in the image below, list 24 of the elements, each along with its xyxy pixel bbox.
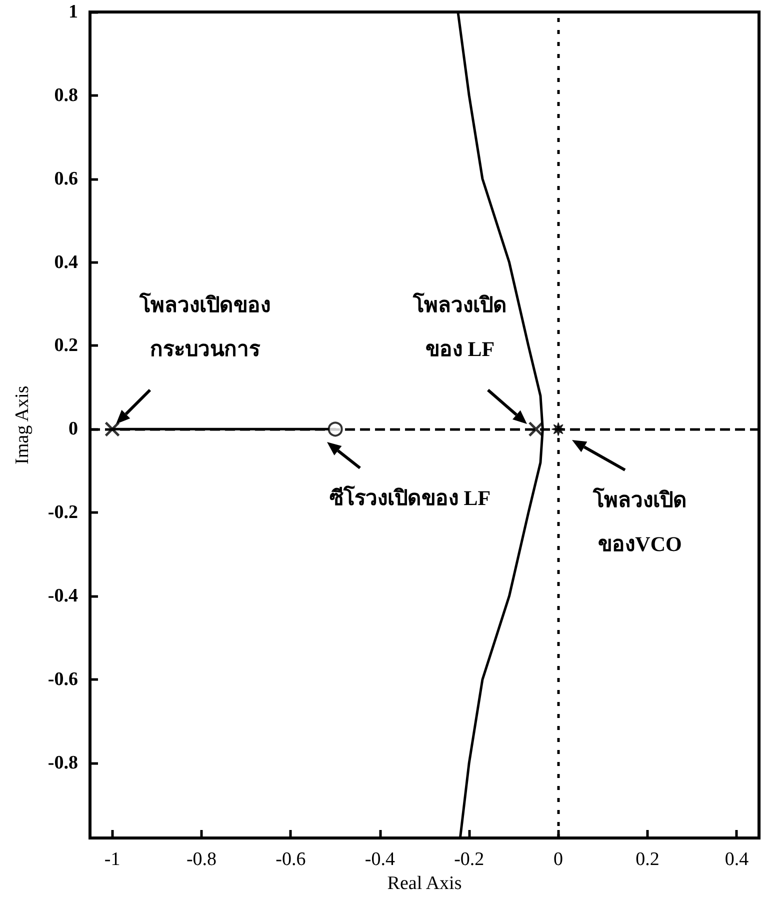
x-tick-label: -0.2 [454,849,484,870]
annotation: ซีโรวงเปิดของ LF [329,485,491,510]
y-tick-label: 0.4 [54,252,78,273]
x-tick-label: -1 [104,849,120,870]
x-tick-label: 0.2 [636,849,660,870]
y-tick-label: 0.8 [54,84,78,106]
x-tick-label: 0 [554,849,564,870]
x-tick-label: -0.4 [364,849,396,870]
x-tick-label: -0.8 [186,849,217,870]
y-axis-title: Imag Axis [12,386,33,464]
y-tick-label: 0.2 [54,335,78,356]
y-tick-label: 0.6 [54,168,78,190]
y-tick-label: -0.2 [48,502,78,524]
x-tick-label: 0.4 [724,849,750,870]
x-axis-title: Real Axis [387,873,462,894]
y-tick-label: -0.4 [48,586,78,607]
y-tick-label: -0.6 [48,668,78,690]
annotation: โพลวงเปิด ของ LF [412,292,507,361]
y-tick-label: 1 [68,2,78,22]
annotation: โพลวงเปิด ของVCO [592,487,687,556]
y-tick-label: 0 [68,418,78,440]
y-tick-label: -0.8 [48,752,78,774]
annotation: โพลวงเปิดของ กระบวนการ [138,292,270,361]
x-tick-label: -0.6 [276,849,306,870]
